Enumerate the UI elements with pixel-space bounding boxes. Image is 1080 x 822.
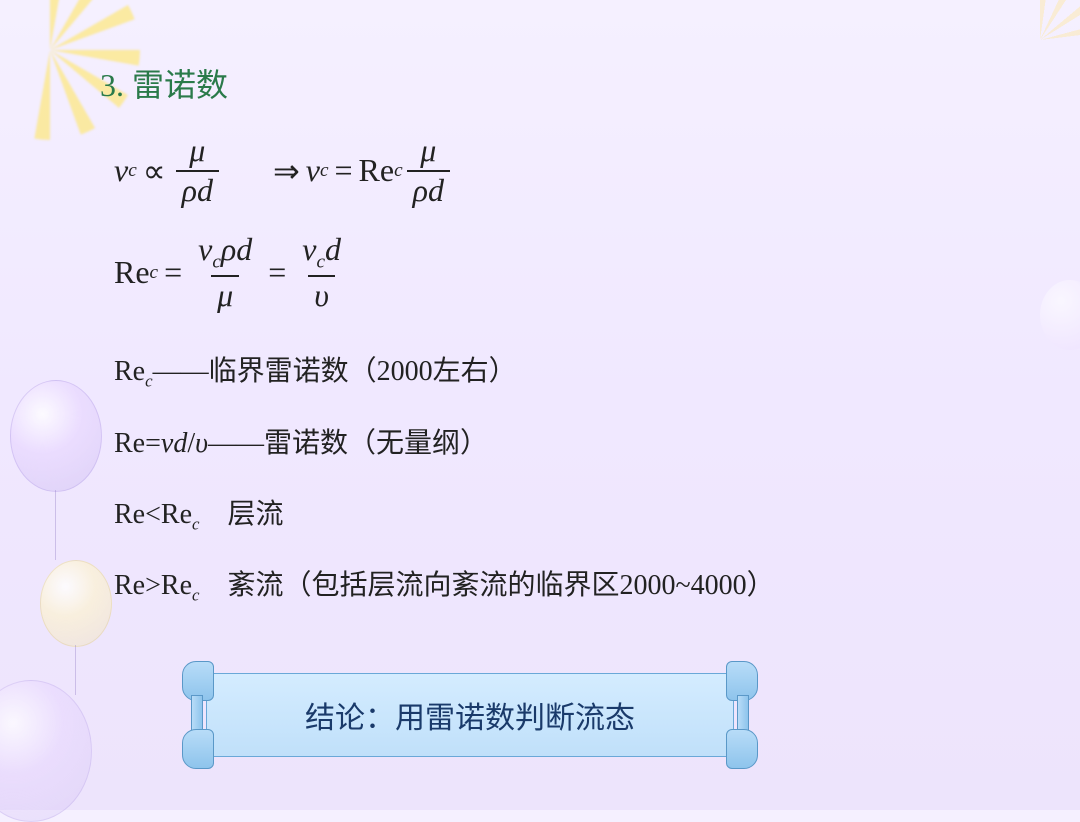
fraction: vcd υ xyxy=(296,233,347,312)
slide-content: 3. 雷诺数 vc ∝ μ ρd ⇒ vc = Rec μ ρd Rec = v… xyxy=(100,60,1040,623)
equation-row-2: Rec = vcρd μ = vcd υ xyxy=(114,233,1040,312)
sub-c: c xyxy=(128,160,137,182)
fraction: μ ρd xyxy=(176,134,219,207)
decor-balloon xyxy=(0,680,92,822)
decor-balloon-string xyxy=(55,490,56,560)
conclusion-banner: 结论：用雷诺数判断流态 xyxy=(180,665,760,765)
line-turbulent: Re>Rec紊流（包括层流向紊流的临界区2000~4000） xyxy=(114,552,1040,619)
numerator: vcρd xyxy=(192,233,258,275)
conclusion-text: 结论：用雷诺数判断流态 xyxy=(206,673,734,757)
denominator: υ xyxy=(308,275,335,313)
denominator: μ xyxy=(211,275,239,313)
numerator: μ xyxy=(414,134,442,170)
var-v: v xyxy=(306,152,320,189)
sym-equals: = xyxy=(268,254,286,291)
var-v: v xyxy=(114,152,128,189)
decor-balloon xyxy=(10,380,102,492)
sym-implies: ⇒ xyxy=(273,152,300,190)
fraction: μ ρd xyxy=(407,134,450,207)
sym-proportional: ∝ xyxy=(143,152,166,190)
sym-equals: = xyxy=(335,152,353,189)
explanation-lines: Rec——临界雷诺数（2000左右） Re=vd/υ——雷诺数（无量纲） Re<… xyxy=(114,338,1040,619)
decor-balloon-string xyxy=(75,645,76,695)
var-Re: Re xyxy=(359,152,395,189)
var-Re: Re xyxy=(114,254,150,291)
numerator: μ xyxy=(183,134,211,170)
line-rec-critical: Rec——临界雷诺数（2000左右） xyxy=(114,338,1040,405)
sub-c: c xyxy=(320,160,329,182)
sub-c: c xyxy=(394,160,403,182)
equation-row-1: vc ∝ μ ρd ⇒ vc = Rec μ ρd xyxy=(114,134,1040,207)
sub-c: c xyxy=(150,262,159,284)
fraction: vcρd μ xyxy=(192,233,258,312)
scroll-edge-left xyxy=(180,665,212,765)
line-re-definition: Re=vd/υ——雷诺数（无量纲） xyxy=(114,410,1040,477)
denominator: ρd xyxy=(176,170,219,208)
scroll-edge-right xyxy=(728,665,760,765)
section-heading: 3. 雷诺数 xyxy=(100,60,1040,106)
sym-equals: = xyxy=(164,254,182,291)
numerator: vcd xyxy=(296,233,347,275)
decor-balloon xyxy=(1040,280,1080,350)
line-laminar: Re<Rec层流 xyxy=(114,481,1040,548)
denominator: ρd xyxy=(407,170,450,208)
